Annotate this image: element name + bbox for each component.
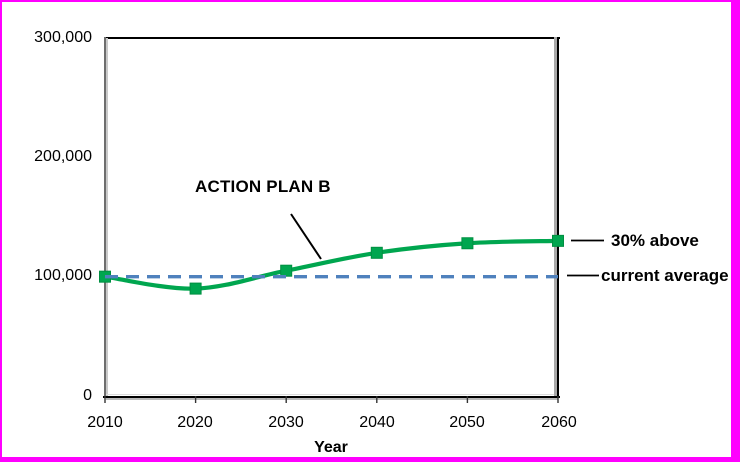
x-tick-label-2030: 2030 (268, 414, 304, 431)
plot-top-border (104, 37, 560, 39)
y-axis-line-highlight (105, 38, 108, 396)
series-line-action-plan-b (102, 238, 561, 291)
y-tick-label-200000: 200,000 (34, 148, 92, 165)
x-tick-label-2040: 2040 (359, 414, 395, 431)
data-marker-2040 (370, 246, 383, 259)
data-marker-2030 (280, 264, 293, 277)
plot-right-border-shadow (554, 37, 557, 397)
frame-border-left (0, 0, 2, 462)
y-tick-label-100000: 100,000 (34, 267, 92, 284)
y-tick-label-300000: 300,000 (34, 29, 92, 46)
x-axis-line-shadow (106, 398, 558, 400)
data-marker-2060 (552, 234, 564, 247)
x-tick-label-2050: 2050 (449, 414, 485, 431)
series-label-action-plan-b: ACTION PLAN B (195, 177, 331, 196)
x-tick-label-2010: 2010 (87, 414, 123, 431)
data-marker-2050 (461, 237, 474, 250)
x-tick-label-2060: 2060 (541, 414, 577, 431)
annotation-current-average: current average (601, 266, 729, 285)
frame-border-right (731, 0, 740, 462)
plot-floor-line (106, 393, 554, 395)
y-axis-line (103, 37, 106, 397)
frame-border-bottom (0, 457, 740, 462)
frame-border-top (0, 0, 740, 2)
y-tick-label-0: 0 (83, 387, 92, 404)
data-marker-2020 (189, 282, 202, 295)
x-tick-label-2020: 2020 (177, 414, 213, 431)
x-axis-line (103, 395, 560, 398)
annotation-30-percent-above: 30% above (611, 231, 699, 250)
callout-line-action-plan-b (290, 213, 322, 260)
x-axis-title: Year (314, 439, 348, 456)
plot-right-border (556, 37, 559, 398)
